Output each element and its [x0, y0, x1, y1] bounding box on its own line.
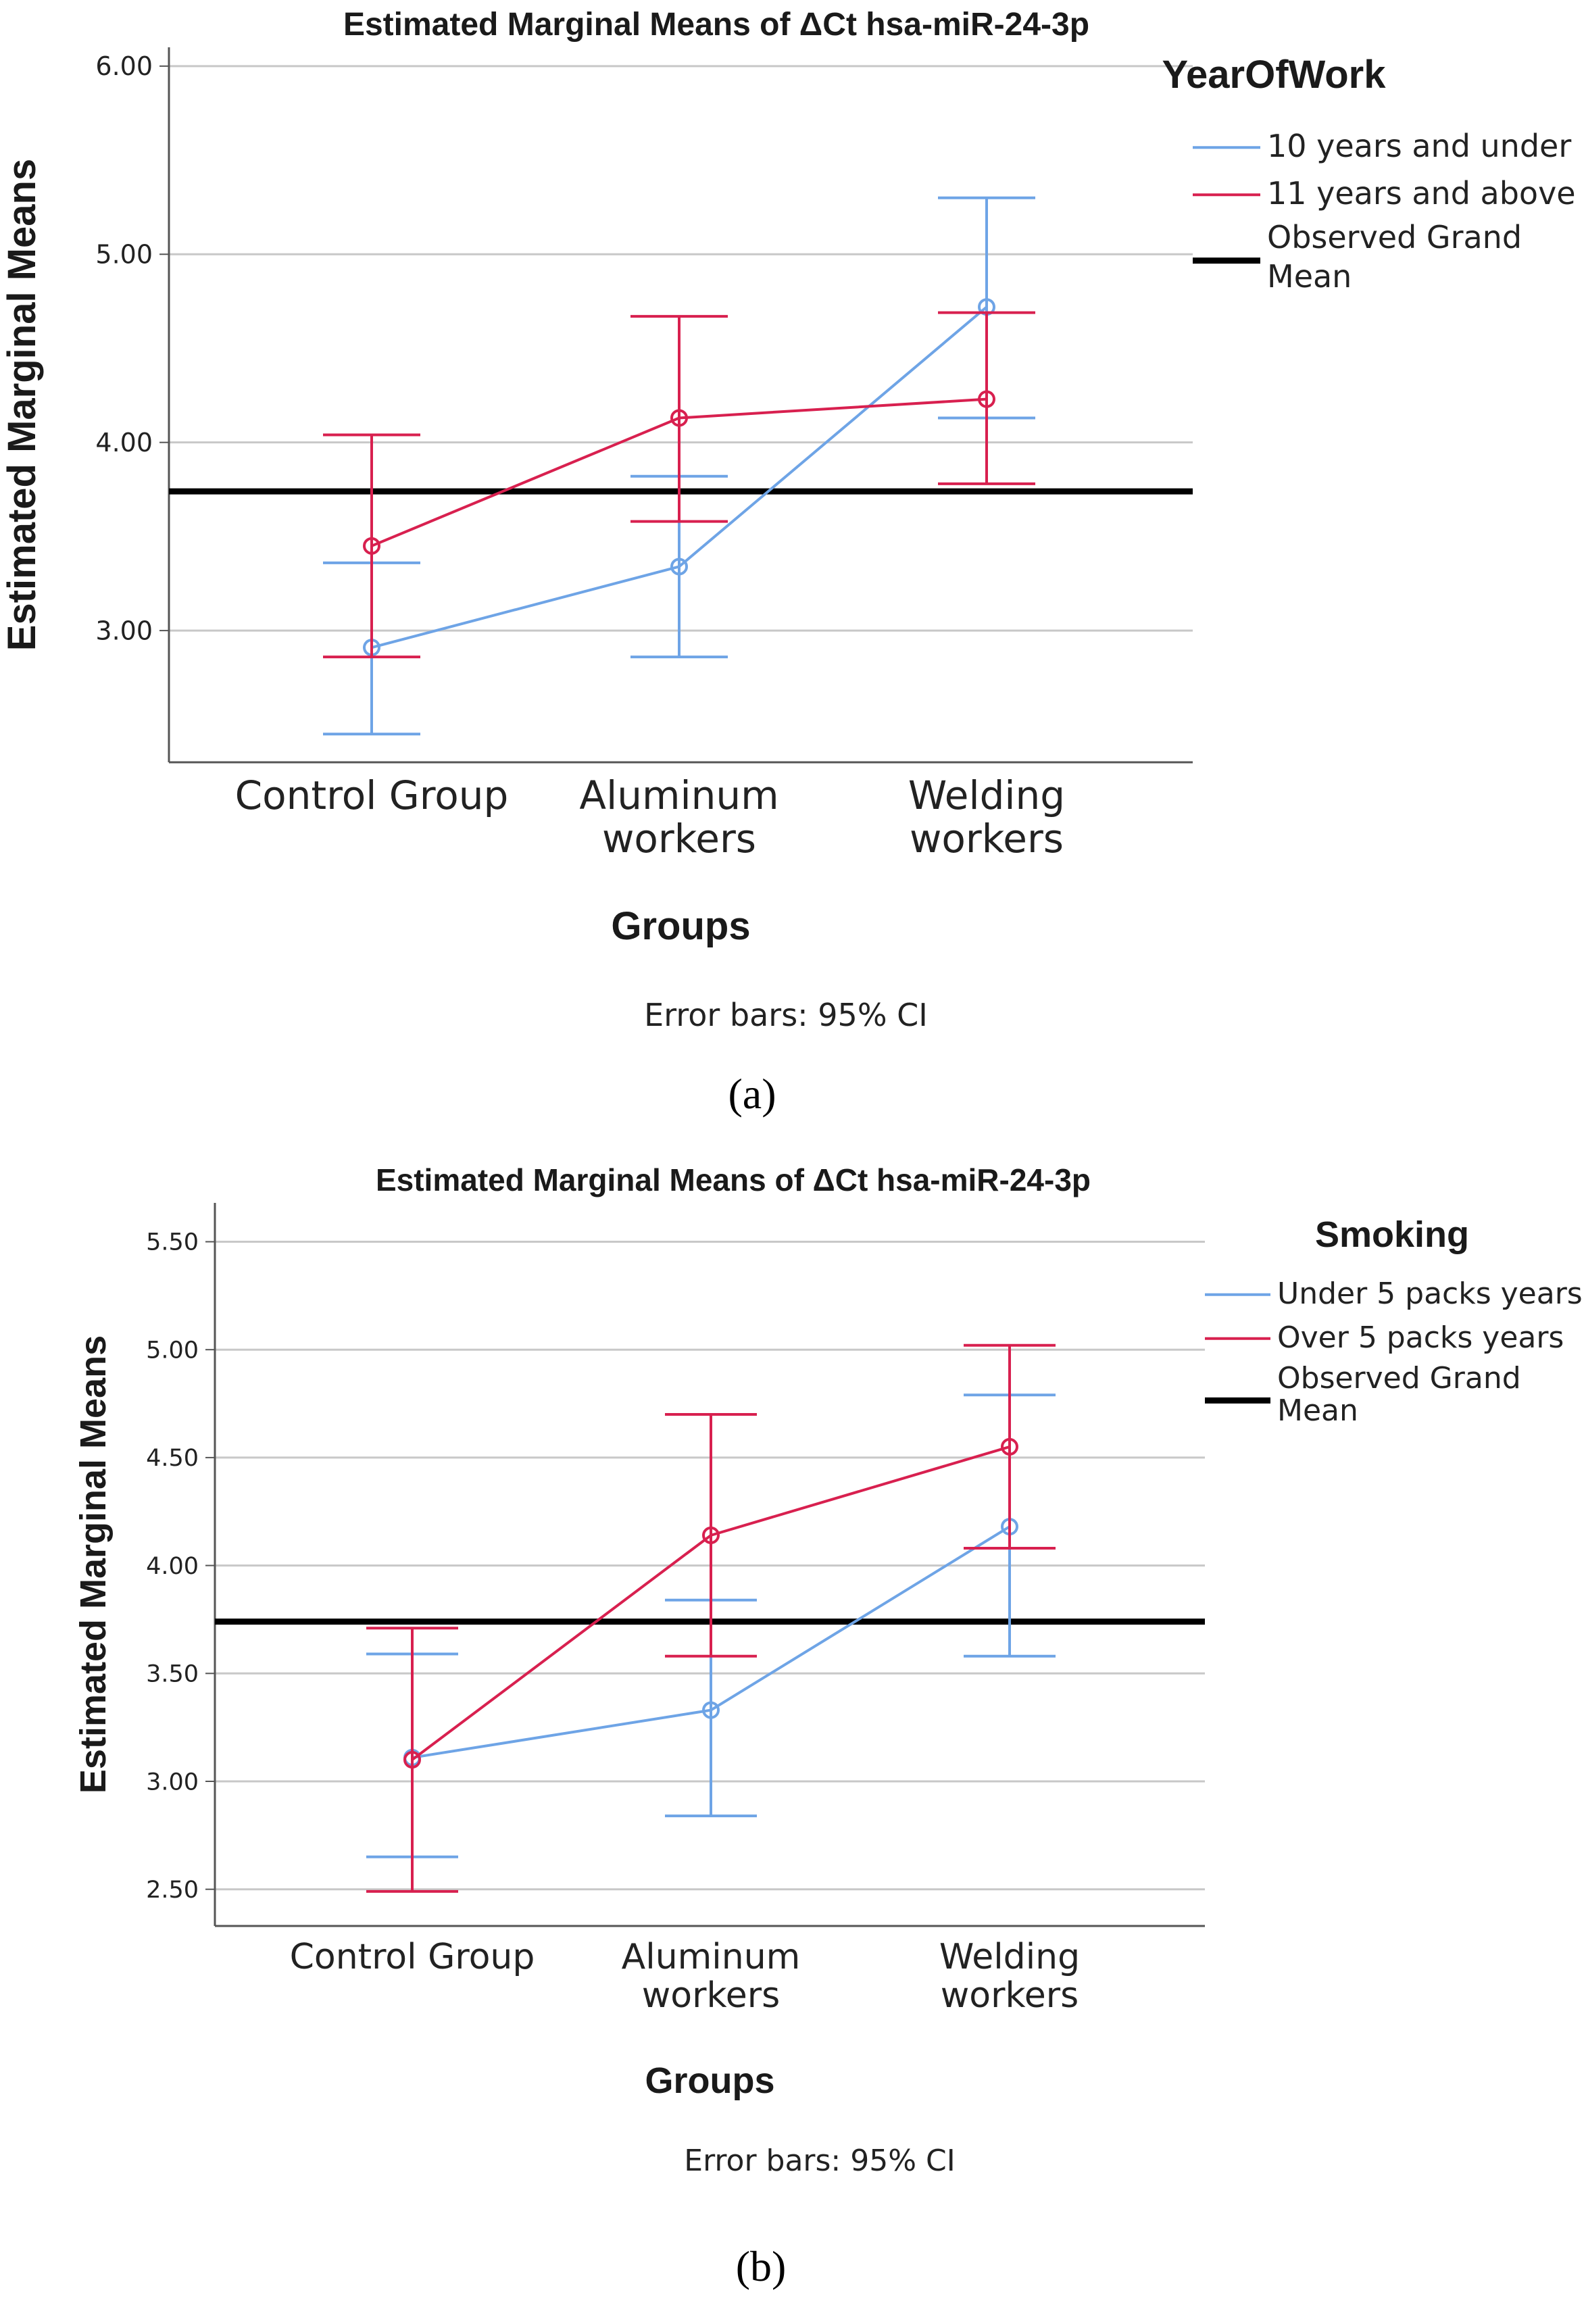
x-category-label: Control Group — [290, 1937, 535, 1977]
y-tick-label: 2.50 — [146, 1877, 199, 1904]
data-point — [978, 390, 995, 408]
chart-panel-a: Estimated Marginal Means of ΔCt hsa-miR-… — [0, 7, 1576, 1118]
x-category-line: Welding — [908, 772, 1065, 818]
x-category-label: Welding workers — [939, 1937, 1080, 2016]
x-category-line: Control Group — [290, 1937, 535, 1977]
legend-title: Smoking — [1315, 1214, 1469, 1255]
data-point — [363, 537, 380, 555]
x-category-line: workers — [642, 1975, 780, 2016]
series-line — [371, 305, 988, 649]
legend: YearOfWork 10 years and under 11 years and… — [1162, 53, 1576, 295]
legend-entry-line: Mean — [1277, 1393, 1358, 1428]
legend-entry-label: 10 years and under — [1267, 128, 1571, 164]
x-category-label: Welding workers — [908, 772, 1065, 862]
x-category-line: workers — [602, 816, 756, 862]
y-tick-label: 5.00 — [95, 240, 153, 270]
legend-title: YearOfWork — [1162, 53, 1387, 97]
data-point — [1001, 1437, 1018, 1456]
y-tick-label: 3.50 — [146, 1661, 199, 1688]
y-axis-label: Estimated Marginal Means — [73, 1335, 114, 1794]
error-bar-note: Error bars: 95% CI — [644, 997, 928, 1033]
x-category-line: Aluminum — [579, 772, 778, 818]
y-tick-label: 4.00 — [95, 428, 153, 458]
legend-entry-label: 11 years and above — [1267, 175, 1576, 212]
x-category-line: Aluminum — [622, 1937, 801, 1977]
y-tick-label: 6.00 — [95, 51, 153, 81]
chart-title: Estimated Marginal Means of ΔCt hsa-miR-… — [343, 7, 1089, 43]
series-line — [371, 397, 987, 547]
x-category-label: Aluminum workers — [622, 1937, 801, 2016]
series-line — [411, 1445, 1010, 1761]
x-category-line: Welding — [939, 1937, 1080, 1977]
x-category-label: Control Group — [235, 772, 509, 818]
y-axis-label: Estimated Marginal Means — [0, 159, 44, 651]
error-bar-note: Error bars: 95% CI — [684, 2144, 955, 2178]
x-category-line: workers — [941, 1975, 1079, 2016]
x-category-label: Aluminum workers — [579, 772, 778, 862]
x-category-line: workers — [910, 816, 1064, 862]
legend-entry-label: Under 5 packs years — [1277, 1277, 1583, 1311]
series-red — [366, 1343, 1056, 1893]
data-point — [403, 1751, 421, 1769]
y-tick-label: 3.00 — [95, 616, 153, 645]
series-red — [323, 311, 1035, 659]
chart-panel-b: Estimated Marginal Means of ΔCt hsa-miR-… — [73, 1162, 1583, 2290]
legend-entry-label: Observed Grand Mean — [1277, 1361, 1521, 1428]
data-point — [702, 1526, 720, 1544]
series-line — [412, 1525, 1011, 1759]
legend: Smoking Under 5 packs years Over 5 packs y… — [1205, 1214, 1583, 1428]
y-tick-label: 5.00 — [146, 1337, 199, 1364]
y-tick-label: 4.50 — [146, 1445, 199, 1472]
legend-entry-line: Mean — [1267, 258, 1352, 295]
data-point — [702, 1701, 720, 1719]
legend-entry-label: Over 5 packs years — [1277, 1320, 1564, 1355]
data-point — [670, 558, 688, 576]
legend-entry-line: Observed Grand — [1277, 1361, 1521, 1395]
x-category-line: Control Group — [235, 772, 509, 818]
y-tick-label: 3.00 — [146, 1769, 199, 1796]
x-axis-label: Groups — [645, 2060, 774, 2101]
y-tick-label: 4.00 — [146, 1553, 199, 1580]
chart-title: Estimated Marginal Means of ΔCt hsa-miR-… — [376, 1162, 1091, 1197]
legend-entry-label: Observed Grand Mean — [1267, 219, 1522, 295]
data-point — [670, 409, 688, 427]
panel-label: (b) — [736, 2242, 787, 2290]
y-tick-label: 5.50 — [146, 1229, 199, 1256]
panel-label: (a) — [728, 1070, 776, 1118]
x-axis-label: Groups — [611, 904, 750, 948]
legend-entry-line: Observed Grand — [1267, 219, 1522, 255]
